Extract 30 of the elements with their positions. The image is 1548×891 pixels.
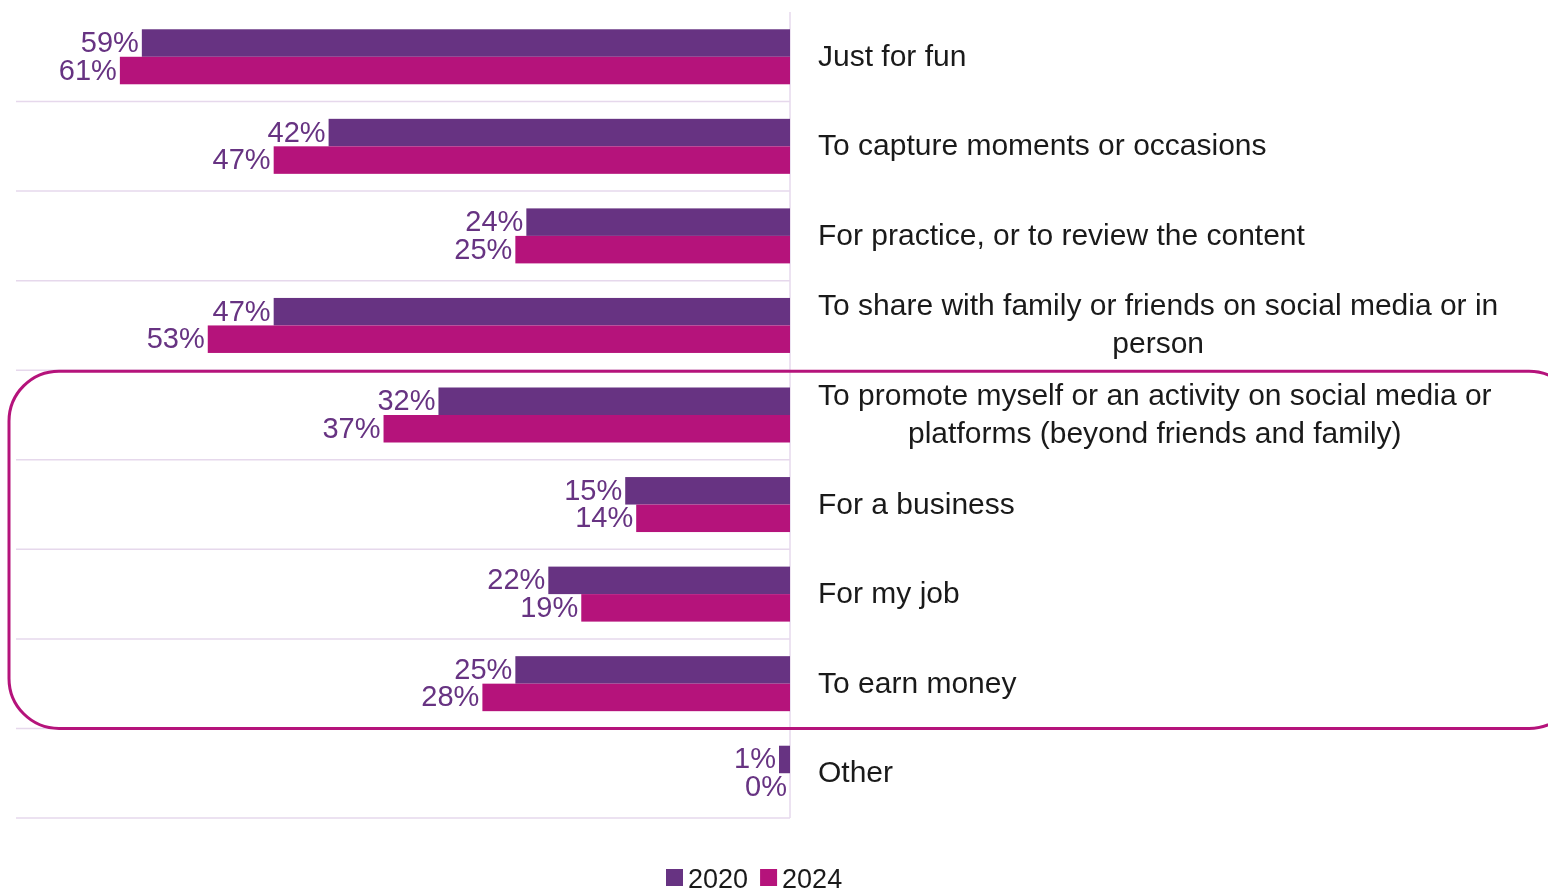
bar — [482, 683, 790, 712]
y-tick-label: For practice, or to review the content — [818, 217, 1306, 251]
bar — [383, 415, 790, 443]
bar — [438, 387, 790, 415]
y-tick-label: For a business — [818, 486, 1015, 520]
bar — [273, 146, 790, 174]
y-tick-label: Just for fun — [818, 38, 967, 72]
y-tick-label: For my job — [818, 576, 960, 610]
legend-label: 2020 — [688, 864, 749, 891]
bar — [273, 297, 790, 326]
legend-label: 2024 — [782, 864, 843, 891]
bar — [526, 208, 790, 236]
bar — [548, 566, 790, 595]
y-tick-label: To capture moments or occasions — [818, 128, 1267, 162]
y-tick-label: To earn money — [818, 665, 1017, 699]
bar — [141, 29, 790, 57]
data-label: 53% — [146, 322, 205, 355]
bar — [636, 504, 790, 533]
bar — [779, 745, 790, 774]
y-tick-label: Other — [818, 755, 894, 789]
bar — [207, 325, 790, 353]
bar — [625, 477, 790, 505]
y-tick-label: To share with family or friends on social media or in person — [818, 288, 1499, 360]
bar — [515, 235, 790, 264]
bar — [515, 656, 790, 684]
y-tick-label: To promote myself or an activity on social media or platforms (beyond friends and family) — [818, 378, 1492, 449]
bar — [328, 118, 790, 147]
bar — [119, 56, 790, 85]
data-label: 47% — [212, 294, 271, 327]
bar — [581, 594, 790, 622]
